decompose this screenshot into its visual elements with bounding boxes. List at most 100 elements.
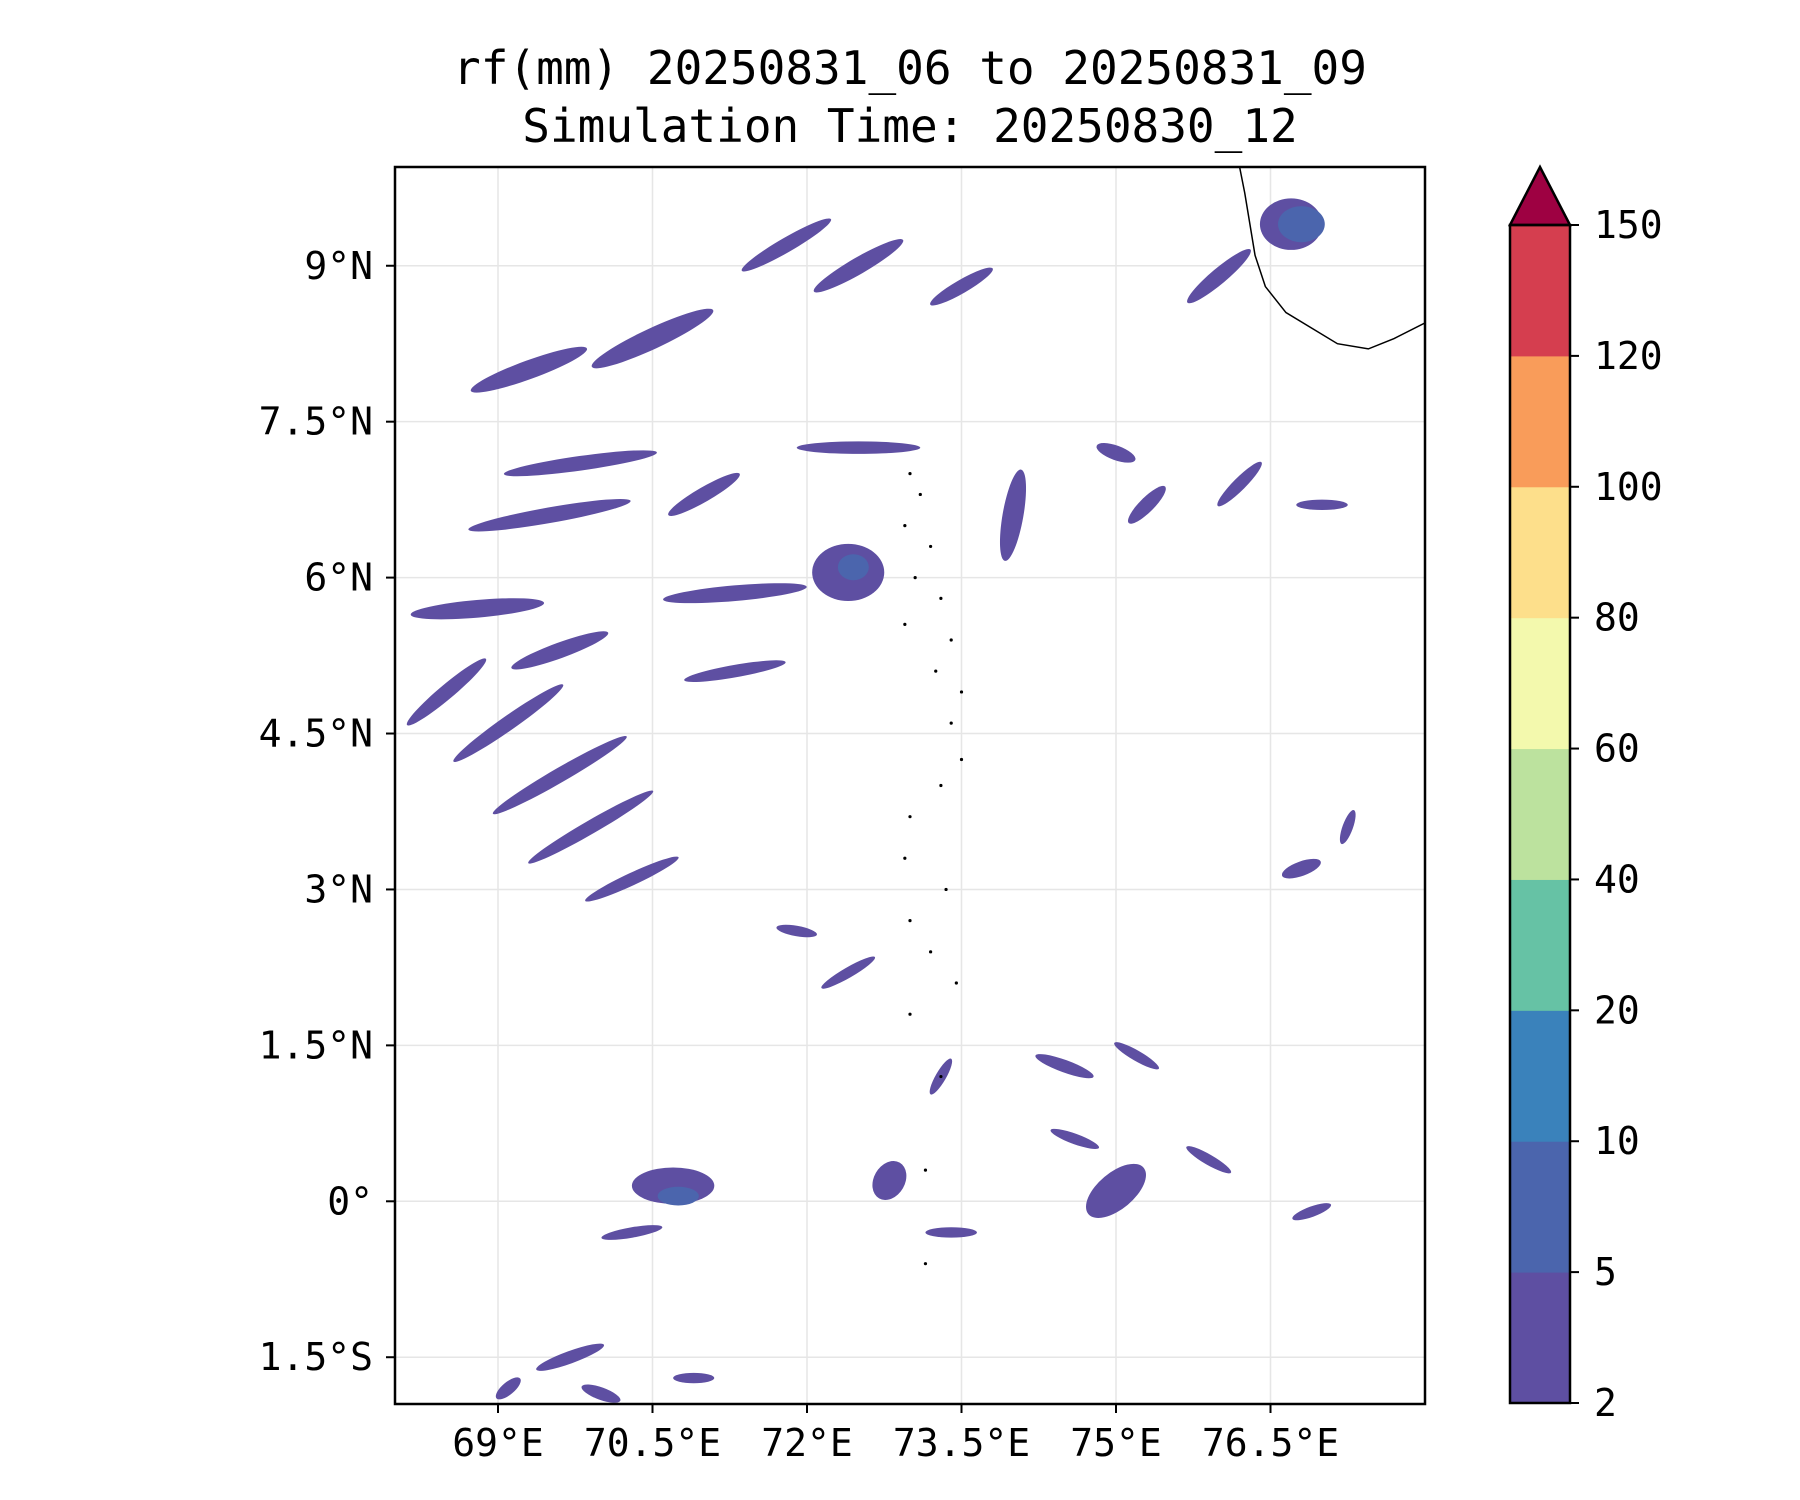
rain-cell [410, 598, 545, 620]
y-tick-label: 6°N [304, 556, 373, 600]
rain-cell [591, 308, 714, 369]
colorbar-segment [1510, 879, 1570, 1011]
rain-cell [1035, 1054, 1094, 1079]
colorbar-tick-label: 60 [1594, 727, 1640, 771]
rain-cell [872, 1161, 907, 1200]
rain-cell [1278, 206, 1325, 243]
rain-cell [1050, 1128, 1100, 1149]
rain-cell [1086, 1163, 1146, 1218]
colorbar-segment [1510, 486, 1570, 619]
rain-cell [837, 554, 869, 581]
rain-cell [930, 267, 993, 306]
colorbar-tick-label: 20 [1594, 988, 1640, 1032]
latitude-axis: 9°N 7.5°N 6°N 4.5°N 3°N 1.5°N 0° 1.5°S [259, 244, 395, 1379]
island-dot [939, 1074, 943, 1079]
colorbar-frame [1508, 223, 1572, 1405]
island-dot [913, 576, 917, 580]
colorbar-tick-label: 100 [1594, 465, 1663, 509]
rain-cell [1127, 485, 1166, 524]
island-dot [939, 596, 943, 600]
colorbar-tick-label: 80 [1594, 596, 1640, 640]
rain-cell [495, 1377, 521, 1400]
y-tick-label: 4.5°N [259, 712, 373, 756]
colorbar-tick-label: 5 [1594, 1250, 1617, 1294]
colorbar-segment [1510, 748, 1570, 880]
rain-cell [1187, 248, 1251, 304]
island-dot [939, 783, 943, 788]
island-dot [903, 856, 907, 860]
rain-cell [673, 1372, 715, 1384]
island-dot [944, 887, 948, 892]
island-dot [918, 492, 922, 497]
island-dot [908, 1012, 912, 1016]
y-tick-label: 1.5°N [259, 1023, 373, 1067]
rain-cell [668, 472, 740, 516]
rain-cell [999, 469, 1027, 561]
colorbar-segment [1510, 1272, 1570, 1404]
island-dot [954, 981, 958, 985]
island-dot [903, 524, 907, 528]
rain-cell [536, 1343, 605, 1371]
island-dot [929, 950, 933, 954]
rain-cell [741, 218, 832, 272]
rain-cell [663, 583, 807, 604]
chart-subtitle: Simulation Time: 20250830_12 [522, 99, 1298, 153]
rain-cell [1096, 443, 1136, 463]
rain-cell [528, 790, 654, 864]
rain-cell [1281, 858, 1321, 879]
coastline [1238, 167, 1425, 350]
rain-cell [1339, 810, 1356, 845]
x-tick-label: 76.5°E [1202, 1421, 1339, 1465]
island-dot [959, 757, 964, 762]
x-tick-label: 69°E [452, 1421, 544, 1465]
y-tick-label: 0° [327, 1179, 373, 1223]
rain-cell [1186, 1146, 1232, 1174]
colorbar-segment [1510, 355, 1570, 488]
rain-cell [585, 856, 679, 902]
colorbar-segment [1510, 1141, 1570, 1273]
island-dot [929, 544, 933, 549]
island-dot [959, 690, 964, 694]
x-tick-label: 75°E [1070, 1421, 1162, 1465]
rain-cell [813, 239, 904, 293]
rain-cell [581, 1384, 621, 1403]
rain-cell [468, 498, 631, 532]
colorbar-tick-label: 2 [1594, 1381, 1617, 1425]
rain-cell [470, 346, 588, 393]
rain-cell [1114, 1042, 1160, 1070]
rain-cell [684, 660, 786, 683]
island-dot [923, 1168, 928, 1172]
rain-cell [925, 1227, 977, 1238]
island-dot [934, 669, 938, 673]
colorbar-tick-label: 40 [1594, 857, 1640, 901]
rain-cell [1296, 499, 1348, 511]
rainfall-field [406, 198, 1356, 1403]
map-gridlines [395, 167, 1425, 1404]
rain-cell [776, 924, 818, 938]
island-dot [949, 721, 953, 725]
rain-cell [503, 450, 657, 477]
island-dot [908, 472, 912, 476]
y-tick-label: 7.5°N [259, 400, 373, 444]
rain-cell [821, 956, 876, 989]
island-dot [923, 1262, 928, 1266]
y-tick-label: 1.5°S [259, 1335, 373, 1379]
x-tick-label: 70.5°E [584, 1421, 721, 1465]
colorbar-tick-label: 10 [1594, 1119, 1640, 1163]
colorbar-tick-label: 150 [1594, 203, 1663, 247]
island-dot [908, 919, 912, 923]
rain-cell [492, 735, 627, 815]
rain-cell [406, 658, 487, 726]
island-dot [903, 622, 907, 626]
colorbar-tick-label: 120 [1594, 334, 1663, 378]
coastline-layer [903, 167, 1425, 1266]
island-dot [949, 638, 953, 642]
island-dot [908, 815, 912, 819]
x-tick-label: 73.5°E [893, 1421, 1030, 1465]
colorbar-segment [1510, 1010, 1570, 1142]
rain-cell [1217, 461, 1262, 507]
chart-title: rf(mm) 20250831_06 to 20250831_09 [453, 41, 1367, 95]
colorbar: 2 5 10 20 40 60 80 100 120 150 [1507, 164, 1663, 1425]
rain-cell [453, 684, 564, 762]
